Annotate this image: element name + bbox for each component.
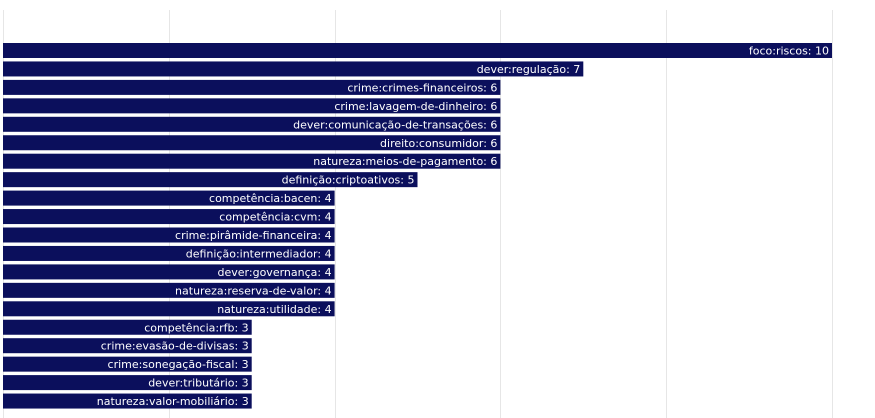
bar-label-17: crime:sonegação-fiscal: 3 xyxy=(108,358,249,371)
bar-label-1: dever:regulação: 7 xyxy=(477,63,581,76)
bar-label-13: natureza:reserva-de-valor: 4 xyxy=(175,284,332,297)
bar-label-14: natureza:utilidade: 4 xyxy=(217,303,331,316)
bar-14 xyxy=(3,301,335,317)
bar-label-10: crime:pirâmide-financeira: 4 xyxy=(175,229,332,242)
bar-label-16: crime:evasão-de-divisas: 3 xyxy=(101,340,249,353)
bar-label-2: crime:crimes-financeiros: 6 xyxy=(347,81,497,94)
bar-4 xyxy=(3,116,501,132)
bar-17 xyxy=(3,356,252,372)
bar-12 xyxy=(3,264,335,280)
bar-label-6: natureza:meios-de-pagamento: 6 xyxy=(313,155,497,168)
bar-13 xyxy=(3,282,335,298)
bar-labels-group: foco:riscos: 10 dever:regulação: 7 crime:c… xyxy=(97,45,829,409)
bar-label-12: dever:governança: 4 xyxy=(218,266,332,279)
bar-label-18: dever:tributário: 3 xyxy=(148,377,248,390)
bar-label-0: foco:riscos: 10 xyxy=(749,45,829,58)
bar-label-4: dever:comunicação-de-transações: 6 xyxy=(293,118,497,131)
bar-label-3: crime:lavagem-de-dinheiro: 6 xyxy=(334,100,497,113)
bar-19 xyxy=(3,393,252,409)
bar-2 xyxy=(3,79,501,95)
bar-7 xyxy=(3,172,418,188)
bar-label-5: direito:consumidor: 6 xyxy=(380,137,497,150)
bar-label-7: definição:criptoativos: 5 xyxy=(282,174,415,187)
bar-1 xyxy=(3,61,584,77)
bar-3 xyxy=(3,98,501,114)
bar-15 xyxy=(3,319,252,335)
bar-label-9: competência:cvm: 4 xyxy=(219,211,331,224)
bar-label-8: competência:bacen: 4 xyxy=(209,192,332,205)
bar-9 xyxy=(3,209,335,225)
bar-label-15: competência:rfb: 3 xyxy=(144,321,248,334)
bar-label-19: natureza:valor-mobiliário: 3 xyxy=(97,395,249,408)
bar-label-11: definição:intermediador: 4 xyxy=(186,247,332,260)
bar-5 xyxy=(3,135,501,151)
bar-18 xyxy=(3,375,252,391)
bar-8 xyxy=(3,190,335,206)
bar-11 xyxy=(3,245,335,261)
bar-10 xyxy=(3,227,335,243)
bar-16 xyxy=(3,338,252,354)
bars-group xyxy=(3,43,832,409)
bar-6 xyxy=(3,153,501,169)
bar-0 xyxy=(3,43,832,58)
